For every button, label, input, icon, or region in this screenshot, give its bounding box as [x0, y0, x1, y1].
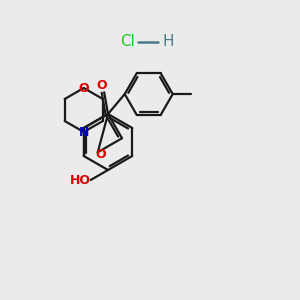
- Text: Cl: Cl: [121, 34, 135, 50]
- Text: O: O: [95, 148, 106, 161]
- Text: HO: HO: [70, 173, 91, 187]
- Text: N: N: [79, 125, 89, 139]
- Text: H: H: [162, 34, 174, 50]
- Text: O: O: [78, 82, 89, 94]
- Text: O: O: [97, 79, 107, 92]
